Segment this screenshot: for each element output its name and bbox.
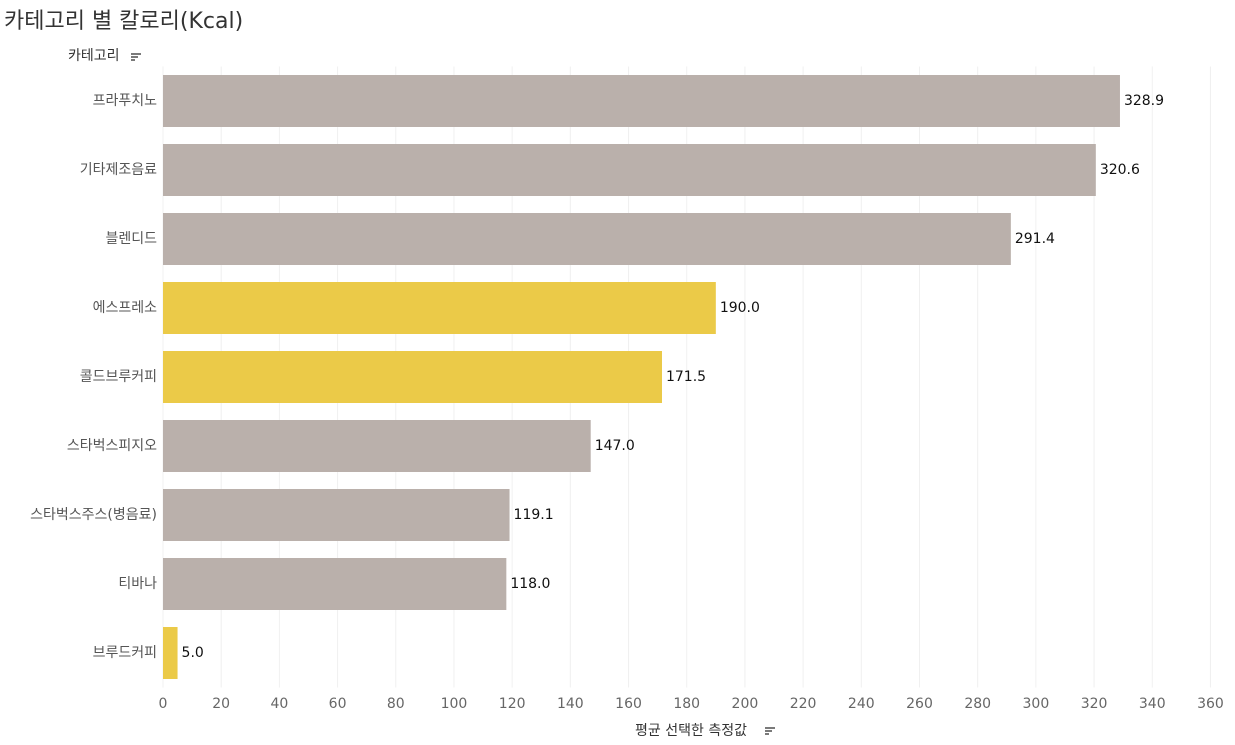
y-axis-label: 카테고리 bbox=[68, 48, 120, 64]
value-label: 190.0 bbox=[720, 300, 760, 316]
bar bbox=[163, 213, 1011, 265]
value-label: 328.9 bbox=[1124, 93, 1164, 109]
x-tick-label: 40 bbox=[270, 696, 288, 712]
sort-icon[interactable] bbox=[765, 727, 775, 735]
y-tick-label: 스타벅스주스(병음료) bbox=[30, 507, 157, 523]
x-tick-label: 360 bbox=[1197, 696, 1224, 712]
x-tick-label: 240 bbox=[848, 696, 875, 712]
bar bbox=[163, 627, 178, 679]
x-tick-label: 260 bbox=[906, 696, 933, 712]
y-tick-label: 블렌디드 bbox=[105, 231, 157, 247]
x-tick-label: 300 bbox=[1023, 696, 1050, 712]
y-tick-label: 티바나 bbox=[118, 576, 157, 592]
y-tick-label: 기타제조음료 bbox=[80, 162, 157, 178]
value-label: 118.0 bbox=[510, 576, 550, 592]
x-tick-label: 140 bbox=[557, 696, 584, 712]
x-tick-label: 200 bbox=[732, 696, 759, 712]
x-axis-label: 평균 선택한 측정값 bbox=[635, 723, 747, 739]
x-tick-label: 80 bbox=[387, 696, 405, 712]
bar bbox=[163, 489, 510, 541]
x-tick-label: 100 bbox=[441, 696, 468, 712]
value-label: 291.4 bbox=[1015, 231, 1055, 247]
x-tick-label: 180 bbox=[673, 696, 700, 712]
y-tick-label: 프라푸치노 bbox=[93, 93, 158, 109]
value-label: 147.0 bbox=[595, 438, 635, 454]
x-tick-label: 220 bbox=[790, 696, 817, 712]
value-label: 171.5 bbox=[666, 369, 706, 385]
x-tick-label: 20 bbox=[212, 696, 230, 712]
value-label: 320.6 bbox=[1100, 162, 1140, 178]
bar bbox=[163, 558, 507, 610]
x-tick-label: 0 bbox=[159, 696, 168, 712]
bar bbox=[163, 282, 716, 334]
chart-title: 카테고리 별 칼로리(Kcal) bbox=[4, 9, 243, 34]
y-tick-label: 콜드브루커피 bbox=[80, 369, 157, 385]
sort-icon[interactable] bbox=[131, 53, 141, 61]
x-tick-label: 320 bbox=[1081, 696, 1108, 712]
x-tick-label: 120 bbox=[499, 696, 526, 712]
x-tick-label: 280 bbox=[964, 696, 991, 712]
bar bbox=[163, 75, 1120, 127]
y-tick-label: 에스프레소 bbox=[93, 300, 158, 316]
x-tick-label: 340 bbox=[1139, 696, 1166, 712]
bar bbox=[163, 351, 662, 403]
bar bbox=[163, 420, 591, 472]
x-tick-label: 60 bbox=[329, 696, 347, 712]
y-tick-label: 브루드커피 bbox=[93, 645, 157, 661]
value-label: 119.1 bbox=[514, 507, 554, 523]
y-tick-label: 스타벅스피지오 bbox=[67, 438, 157, 454]
bar bbox=[163, 144, 1096, 196]
x-tick-label: 160 bbox=[615, 696, 642, 712]
value-label: 5.0 bbox=[182, 645, 204, 661]
